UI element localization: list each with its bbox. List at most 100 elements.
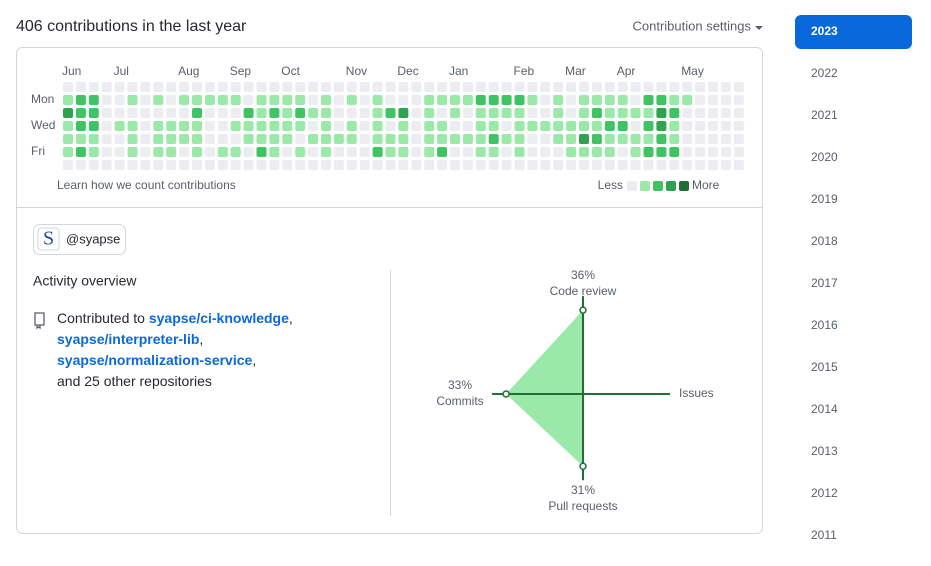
- contribution-cell[interactable]: [643, 121, 654, 131]
- contribution-cell[interactable]: [166, 82, 177, 92]
- contribution-cell[interactable]: [179, 121, 190, 131]
- contribution-cell[interactable]: [230, 147, 241, 157]
- contribution-cell[interactable]: [682, 160, 693, 170]
- year-link[interactable]: 2017: [811, 276, 838, 290]
- contribution-cell[interactable]: [127, 134, 138, 144]
- contribution-cell[interactable]: [695, 160, 706, 170]
- year-link[interactable]: 2015: [811, 360, 838, 374]
- contribution-cell[interactable]: [321, 134, 331, 144]
- contribution-cell[interactable]: [669, 160, 680, 170]
- contribution-cell[interactable]: [204, 108, 215, 118]
- contribution-cell[interactable]: [127, 160, 138, 170]
- contribution-cell[interactable]: [295, 134, 306, 144]
- contribution-cell[interactable]: [695, 95, 706, 105]
- contribution-cell[interactable]: [101, 95, 112, 105]
- contribution-cell[interactable]: [501, 160, 512, 170]
- contribution-cell[interactable]: [256, 160, 267, 170]
- contribution-cell[interactable]: [333, 147, 344, 157]
- contribution-cell[interactable]: [256, 147, 267, 157]
- contribution-cell[interactable]: [385, 160, 396, 170]
- contribution-cell[interactable]: [514, 108, 525, 118]
- contribution-cell[interactable]: [398, 95, 409, 105]
- contribution-cell[interactable]: [591, 134, 602, 144]
- contribution-cell[interactable]: [514, 134, 525, 144]
- contribution-cell[interactable]: [643, 95, 654, 105]
- contribution-cell[interactable]: [514, 121, 525, 131]
- contribution-cell[interactable]: [295, 147, 306, 157]
- contribution-cell[interactable]: [695, 121, 706, 131]
- contribution-cell[interactable]: [217, 147, 228, 157]
- contribution-cell[interactable]: [411, 160, 422, 170]
- contribution-cell[interactable]: [179, 95, 190, 105]
- contribution-cell[interactable]: [437, 82, 448, 92]
- contribution-cell[interactable]: [256, 121, 267, 131]
- contribution-cell[interactable]: [308, 134, 319, 144]
- contribution-cell[interactable]: [153, 82, 164, 92]
- contribution-cell[interactable]: [720, 82, 731, 92]
- contribution-cell[interactable]: [114, 121, 125, 131]
- contribution-cell[interactable]: [566, 134, 577, 144]
- contribution-cell[interactable]: [630, 121, 641, 131]
- contribution-cell[interactable]: [166, 108, 177, 118]
- contribution-cell[interactable]: [720, 160, 731, 170]
- contribution-cell[interactable]: [230, 121, 241, 131]
- contribution-cell[interactable]: [153, 160, 164, 170]
- contribution-cell[interactable]: [604, 147, 615, 157]
- contribution-cell[interactable]: [411, 95, 422, 105]
- contribution-cell[interactable]: [101, 108, 112, 118]
- contribution-cell[interactable]: [411, 147, 422, 157]
- contribution-cell[interactable]: [720, 121, 731, 131]
- contribution-cell[interactable]: [269, 95, 280, 105]
- contribution-cell[interactable]: [488, 134, 499, 144]
- contribution-cell[interactable]: [450, 121, 460, 131]
- contribution-cell[interactable]: [308, 82, 319, 92]
- contribution-cell[interactable]: [179, 108, 190, 118]
- contribution-cell[interactable]: [243, 134, 254, 144]
- contribution-cell[interactable]: [579, 134, 589, 144]
- contribution-cell[interactable]: [527, 108, 538, 118]
- contribution-cell[interactable]: [682, 147, 693, 157]
- contribution-cell[interactable]: [346, 134, 357, 144]
- contribution-cell[interactable]: [243, 95, 254, 105]
- contribution-cell[interactable]: [475, 147, 486, 157]
- contribution-cell[interactable]: [501, 95, 512, 105]
- contribution-cell[interactable]: [424, 95, 435, 105]
- contribution-cell[interactable]: [682, 134, 693, 144]
- contribution-cell[interactable]: [359, 121, 370, 131]
- contribution-cell[interactable]: [708, 160, 718, 170]
- year-link[interactable]: 2014: [811, 402, 838, 416]
- year-selected-label[interactable]: 2023: [811, 24, 838, 38]
- contribution-cell[interactable]: [540, 147, 551, 157]
- contribution-cell[interactable]: [604, 121, 615, 131]
- contribution-cell[interactable]: [295, 108, 306, 118]
- contribution-cell[interactable]: [591, 121, 602, 131]
- contribution-cell[interactable]: [179, 82, 190, 92]
- contribution-cell[interactable]: [63, 147, 73, 157]
- contribution-cell[interactable]: [372, 82, 383, 92]
- contribution-cell[interactable]: [617, 121, 628, 131]
- contribution-cell[interactable]: [656, 160, 667, 170]
- contribution-cell[interactable]: [127, 82, 138, 92]
- contribution-cell[interactable]: [230, 134, 241, 144]
- contribution-cell[interactable]: [695, 108, 706, 118]
- contribution-cell[interactable]: [359, 108, 370, 118]
- contribution-cell[interactable]: [114, 95, 125, 105]
- contribution-cell[interactable]: [617, 160, 628, 170]
- contribution-cell[interactable]: [501, 108, 512, 118]
- contribution-cell[interactable]: [114, 147, 125, 157]
- contribution-cell[interactable]: [540, 82, 551, 92]
- contribution-cell[interactable]: [708, 95, 718, 105]
- contribution-cell[interactable]: [256, 82, 267, 92]
- contribution-cell[interactable]: [708, 147, 718, 157]
- contribution-cell[interactable]: [75, 121, 86, 131]
- year-link[interactable]: 2019: [811, 192, 838, 206]
- contribution-cell[interactable]: [204, 121, 215, 131]
- contribution-cell[interactable]: [527, 95, 538, 105]
- contribution-cell[interactable]: [88, 147, 99, 157]
- contribution-cell[interactable]: [450, 147, 460, 157]
- contribution-cell[interactable]: [708, 121, 718, 131]
- contribution-cell[interactable]: [217, 95, 228, 105]
- contribution-cell[interactable]: [321, 160, 331, 170]
- contribution-cell[interactable]: [720, 134, 731, 144]
- contribution-cell[interactable]: [527, 82, 538, 92]
